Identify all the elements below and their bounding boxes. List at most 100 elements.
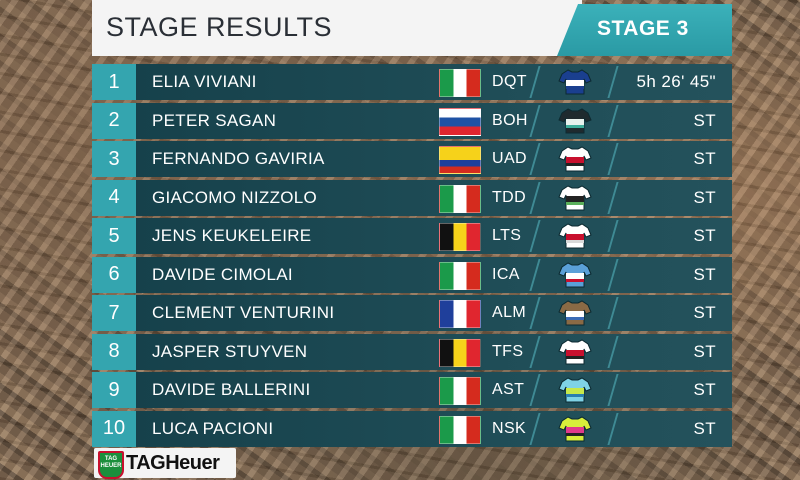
rider-name: JENS KEUKELEIRE [152,226,312,245]
divider [607,181,619,214]
divider [529,412,541,445]
rider-name: CLEMENT VENTURINI [152,303,335,322]
tag-heuer-shield-icon: TAG HEUER [98,451,124,479]
team-jersey-icon [558,222,592,250]
belgium-flag-icon [439,223,481,251]
team-code: DQT [492,73,527,90]
sponsor-name: TAGHeuer [126,452,220,474]
rider-name: FERNANDO GAVIRIA [152,149,325,168]
team-code: TDD [492,188,527,206]
team-jersey-icon [558,415,592,443]
rider-name: LUCA PACIONI [152,418,274,438]
team-code: AST [492,381,525,398]
rider-name: DAVIDE BALLERINI [152,380,311,399]
divider [529,104,541,137]
rider-name: PETER SAGAN [152,110,277,130]
position-number: 6 [92,256,136,293]
team-code: UAD [492,150,527,167]
page-title: STAGE RESULTS [106,12,333,42]
divider [529,220,541,252]
table-row: 5 JENS KEUKELEIRE LTS ST [92,218,732,254]
team-jersey-icon [558,145,592,173]
results-header: STAGE RESULTS STAGE 3 [92,0,732,56]
divider [529,66,541,98]
divider [529,258,541,291]
table-row: 7 CLEMENT VENTURINI ALM ST [92,295,732,331]
finish-time: ST [693,187,716,207]
rider-bar: DAVIDE BALLERINI AST ST [136,372,732,408]
divider [529,181,541,214]
table-row: 10 LUCA PACIONI NSK ST [92,410,732,447]
team-code: BOH [492,111,528,129]
divider [529,335,541,368]
rider-name: DAVIDE CIMOLAI [152,264,293,284]
title-panel: STAGE RESULTS [92,0,582,56]
divider [529,143,541,175]
france-flag-icon [439,300,481,328]
stage-tab: STAGE 3 [557,4,732,56]
rider-name: JASPER STUYVEN [152,341,308,361]
rider-bar: GIACOMO NIZZOLO TDD ST [136,179,732,216]
team-jersey-icon [558,299,592,327]
stage-label: STAGE 3 [597,17,689,40]
rider-bar: CLEMENT VENTURINI ALM ST [136,295,732,331]
team-code: LTS [492,227,522,244]
team-code: ICA [492,265,520,283]
team-jersey-icon [558,68,592,96]
finish-time: ST [693,341,716,361]
team-jersey-icon [558,107,592,135]
rider-bar: JENS KEUKELEIRE LTS ST [136,218,732,254]
rider-bar: JASPER STUYVEN TFS ST [136,333,732,370]
position-number: 3 [92,141,136,177]
italy-flag-icon [439,377,481,405]
rider-bar: FERNANDO GAVIRIA UAD ST [136,141,732,177]
position-number: 8 [92,333,136,370]
rider-bar: PETER SAGAN BOH ST [136,102,732,139]
divider [607,104,619,137]
divider [607,66,619,98]
divider [607,220,619,252]
divider [607,143,619,175]
table-row: 2 PETER SAGAN BOH ST [92,102,732,139]
divider [607,335,619,368]
italy-flag-icon [439,415,481,444]
team-jersey-icon [558,376,592,404]
divider [607,297,619,329]
rider-name: ELIA VIVIANI [152,72,257,91]
table-row: 3 FERNANDO GAVIRIA UAD ST [92,141,732,177]
divider [529,374,541,406]
position-number: 9 [92,372,136,408]
finish-time: ST [693,149,716,168]
divider [607,374,619,406]
team-jersey-icon [558,261,592,289]
table-row: 1 ELIA VIVIANI DQT 5h 26' 45" [92,64,732,100]
finish-time: ST [693,418,716,438]
divider [607,412,619,445]
position-number: 5 [92,218,136,254]
rider-bar: ELIA VIVIANI DQT 5h 26' 45" [136,64,732,100]
rider-bar: DAVIDE CIMOLAI ICA ST [136,256,732,293]
finish-time: ST [693,380,716,399]
colombia-flag-icon [439,146,481,174]
divider [607,258,619,291]
position-number: 4 [92,179,136,216]
slovakia-flag-icon [439,107,481,136]
italy-flag-icon [439,184,481,213]
position-number: 7 [92,295,136,331]
sponsor-logo: TAG HEUER TAGHeuer [94,448,236,479]
position-number: 2 [92,102,136,139]
table-row: 6 DAVIDE CIMOLAI ICA ST [92,256,732,293]
position-number: 1 [92,64,136,100]
finish-time: ST [693,110,716,130]
rider-bar: LUCA PACIONI NSK ST [136,410,732,447]
finish-time: ST [693,264,716,284]
table-row: 4 GIACOMO NIZZOLO TDD ST [92,179,732,216]
shield-text: TAG HEUER [100,456,122,469]
finish-time: ST [693,226,716,245]
team-jersey-icon [558,184,592,212]
italy-flag-icon [439,261,481,290]
team-jersey-icon [558,338,592,366]
finish-time: 5h 26' 45" [636,72,716,91]
table-row: 8 JASPER STUYVEN TFS ST [92,333,732,370]
team-code: NSK [492,419,527,437]
